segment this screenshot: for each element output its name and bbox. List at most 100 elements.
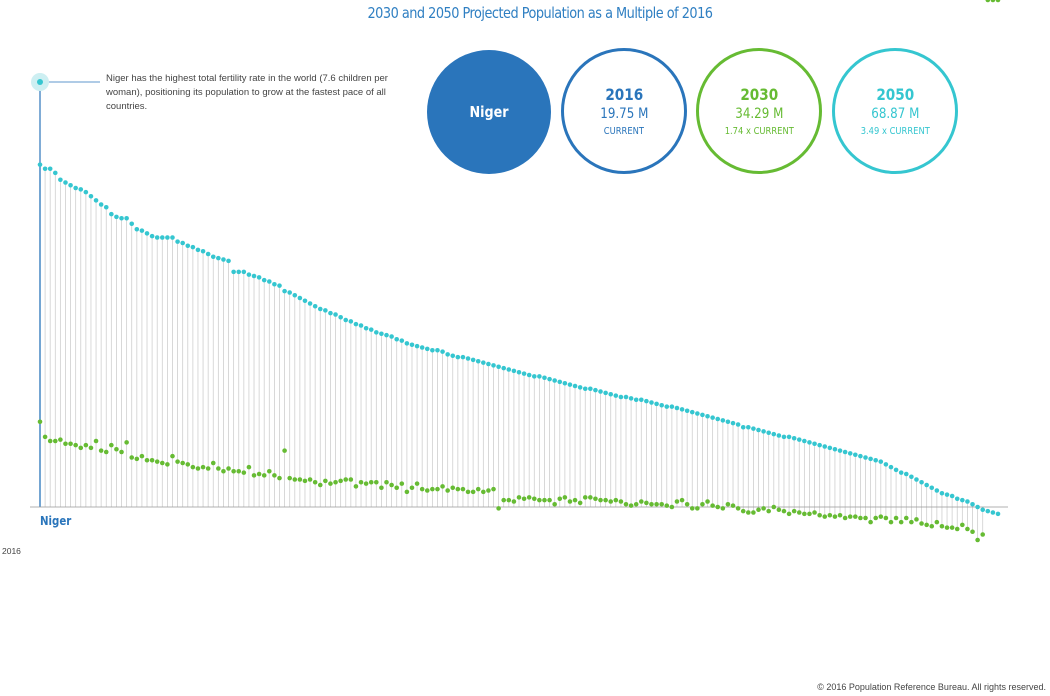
point-2050: [394, 336, 400, 342]
point-2050: [486, 361, 491, 367]
point-2050: [521, 371, 527, 376]
point-2030: [903, 515, 909, 521]
point-2030: [399, 481, 405, 486]
point-2050: [858, 453, 863, 459]
copyright-footer: © 2016 Population Reference Bureau. All …: [817, 682, 1046, 692]
point-2050: [593, 387, 598, 393]
bubble-2050-population: 68.87 M: [870, 106, 920, 122]
point-2030: [949, 525, 955, 530]
point-2030: [858, 515, 863, 521]
point-2050: [766, 430, 771, 436]
bubble-2016-population: 19.75 M: [599, 106, 649, 122]
point-2050: [547, 376, 552, 382]
point-2050: [292, 292, 298, 298]
point-2030: [547, 497, 552, 503]
point-2030: [424, 488, 430, 493]
point-2030: [47, 438, 53, 444]
point-2050: [277, 283, 282, 288]
point-2050: [807, 440, 812, 445]
bubble-2016-multiple: CURRENT: [603, 126, 645, 137]
point-2030: [317, 482, 323, 488]
point-2050: [338, 314, 343, 320]
point-2050: [740, 424, 746, 430]
country-bubble: Niger: [427, 50, 551, 174]
point-2030: [409, 485, 415, 491]
point-2030: [980, 532, 986, 537]
point-2050: [654, 401, 659, 407]
point-2030: [674, 499, 680, 504]
point-2030: [588, 495, 593, 500]
point-2050: [384, 332, 389, 338]
point-2050: [633, 397, 639, 403]
point-2050: [684, 408, 690, 414]
point-2050: [134, 226, 140, 232]
point-2030: [710, 503, 715, 508]
point-2030: [837, 512, 843, 518]
point-2030: [623, 501, 629, 507]
bubble-2030-population: 34.29 M: [734, 106, 784, 122]
point-2050: [317, 306, 323, 312]
point-2050: [985, 508, 991, 514]
point-2030: [501, 497, 507, 503]
point-2030: [567, 499, 573, 504]
point-2050: [873, 457, 879, 463]
point-2050: [700, 412, 705, 418]
point-2030: [180, 460, 185, 466]
point-2030: [267, 468, 272, 474]
point-2030: [200, 464, 206, 470]
point-2050: [307, 301, 313, 306]
point-2030: [119, 449, 124, 455]
point-2030: [720, 506, 726, 511]
point-2030: [695, 506, 700, 511]
point-2030: [333, 479, 338, 485]
point-2050: [389, 334, 394, 339]
point-2030: [796, 510, 802, 515]
point-2050: [221, 257, 226, 262]
point-2050: [817, 442, 822, 448]
point-2030: [919, 521, 924, 526]
point-2030: [654, 501, 659, 507]
point-2050: [109, 211, 114, 217]
point-2050: [78, 187, 84, 192]
point-2030: [63, 441, 68, 447]
point-2050: [531, 374, 537, 379]
point-2030: [618, 499, 624, 504]
point-2030: [486, 488, 491, 493]
point-2030: [491, 486, 496, 492]
point-2050: [506, 367, 512, 372]
point-2050: [659, 402, 664, 408]
point-2050: [746, 424, 751, 430]
point-2050: [353, 321, 359, 327]
point-2050: [669, 404, 675, 409]
point-2030: [68, 441, 73, 447]
point-2030: [689, 506, 695, 511]
point-2050: [68, 182, 73, 188]
point-2030: [934, 519, 940, 525]
point-2050: [827, 445, 833, 451]
point-2030: [256, 471, 262, 477]
point-2050: [802, 438, 807, 444]
point-2050: [374, 330, 379, 335]
point-2030: [638, 499, 644, 504]
point-2030: [445, 488, 450, 493]
point-2030: [746, 510, 751, 515]
point-2030: [165, 462, 170, 467]
point-2050: [424, 346, 430, 352]
point-2050: [552, 378, 557, 383]
point-2030: [725, 501, 731, 507]
point-2050: [577, 385, 583, 390]
point-2050: [771, 431, 777, 437]
point-2050: [323, 308, 328, 313]
point-2030: [348, 477, 354, 482]
point-2050: [470, 357, 476, 363]
point-2050: [419, 345, 425, 350]
point-2030: [878, 514, 884, 519]
point-2050: [83, 189, 89, 195]
point-2050: [159, 235, 165, 240]
point-2050: [430, 347, 435, 353]
point-2030: [52, 438, 58, 444]
point-2050: [516, 369, 522, 375]
point-2050: [878, 459, 884, 464]
point-2050: [282, 288, 287, 294]
point-2030: [827, 512, 833, 518]
